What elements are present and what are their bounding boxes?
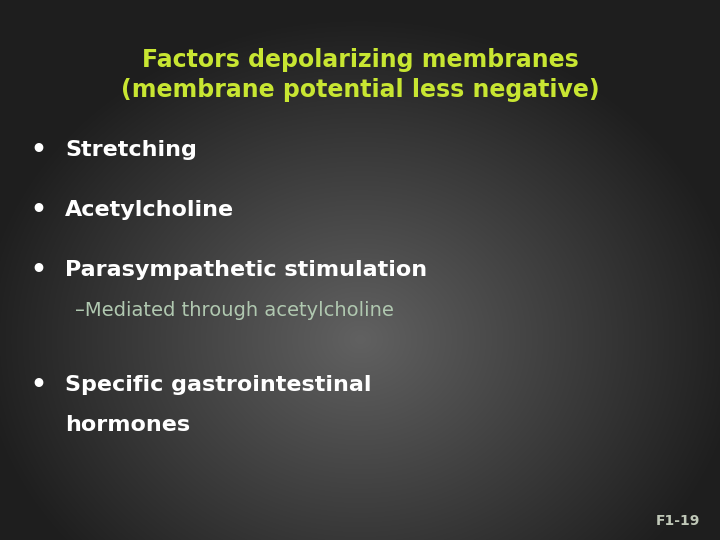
Text: •: • [30, 373, 46, 397]
Text: •: • [30, 258, 46, 282]
Text: •: • [30, 138, 46, 162]
Text: (membrane potential less negative): (membrane potential less negative) [121, 78, 599, 102]
Text: Acetylcholine: Acetylcholine [65, 200, 234, 220]
Text: •: • [30, 198, 46, 222]
Text: –Mediated through acetylcholine: –Mediated through acetylcholine [75, 300, 394, 320]
Text: Specific gastrointestinal: Specific gastrointestinal [65, 375, 372, 395]
Text: Stretching: Stretching [65, 140, 197, 160]
Text: Parasympathetic stimulation: Parasympathetic stimulation [65, 260, 427, 280]
Text: Factors depolarizing membranes: Factors depolarizing membranes [142, 48, 578, 72]
Text: F1-19: F1-19 [656, 514, 700, 528]
Text: hormones: hormones [65, 415, 190, 435]
